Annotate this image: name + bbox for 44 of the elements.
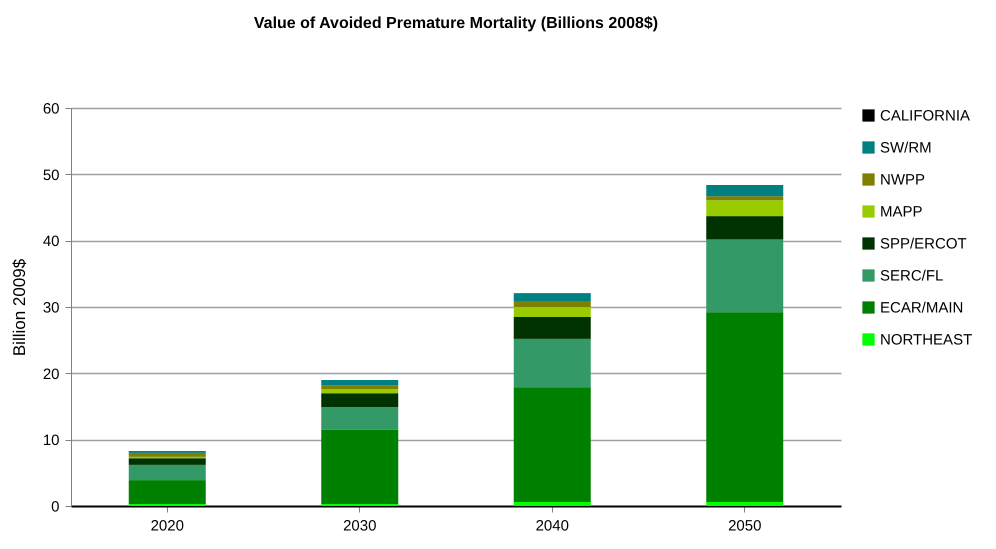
x-tick-label: 2030 [343, 518, 376, 534]
x-tick-label: 2020 [150, 518, 184, 534]
bar [128, 464, 206, 480]
bar [128, 452, 206, 457]
bar [321, 380, 398, 386]
bar [514, 302, 591, 307]
legend-label: NORTHEAST [880, 332, 972, 348]
bar [706, 184, 784, 196]
y-tick-label: 30 [42, 300, 60, 316]
legend-label: MAPP [880, 204, 923, 220]
y-tick-label: 60 [42, 100, 60, 118]
bar [706, 239, 784, 312]
x-tick-label: 2040 [536, 518, 569, 534]
legend-label: CALIFORNIA [880, 108, 970, 124]
bar [706, 196, 784, 200]
y-tick-label: 20 [42, 366, 60, 383]
legend-label: ECAR/MAIN [880, 300, 964, 316]
bar [128, 480, 206, 504]
bar [514, 502, 591, 506]
legend-label: NWPP [880, 172, 925, 188]
bar [514, 338, 591, 388]
y-tick-label: 10 [42, 432, 60, 450]
bar [706, 216, 784, 240]
legend-label: SPP/ERCOT [880, 236, 967, 252]
y-axis-title: Billion 2009$ [10, 258, 29, 356]
bar [321, 407, 398, 430]
bar [128, 458, 206, 465]
bar [321, 385, 398, 390]
bar [514, 387, 591, 502]
chart-title: Value of Avoided Premature Mortality (Billions 2008$) [254, 15, 658, 32]
bar [706, 200, 784, 216]
bar [706, 502, 784, 506]
x-tick-label: 2050 [728, 518, 762, 534]
y-tick-label: 0 [51, 498, 60, 516]
legend-label: SERC/FL [880, 268, 944, 284]
legend-label: SW/RM [880, 140, 932, 156]
bar [514, 293, 591, 302]
y-tick-label: 40 [42, 233, 60, 250]
y-tick-label: 50 [42, 166, 60, 184]
bar [321, 430, 398, 504]
bar [514, 307, 591, 317]
bar [706, 312, 784, 502]
bar [321, 393, 398, 408]
bar [514, 316, 591, 339]
